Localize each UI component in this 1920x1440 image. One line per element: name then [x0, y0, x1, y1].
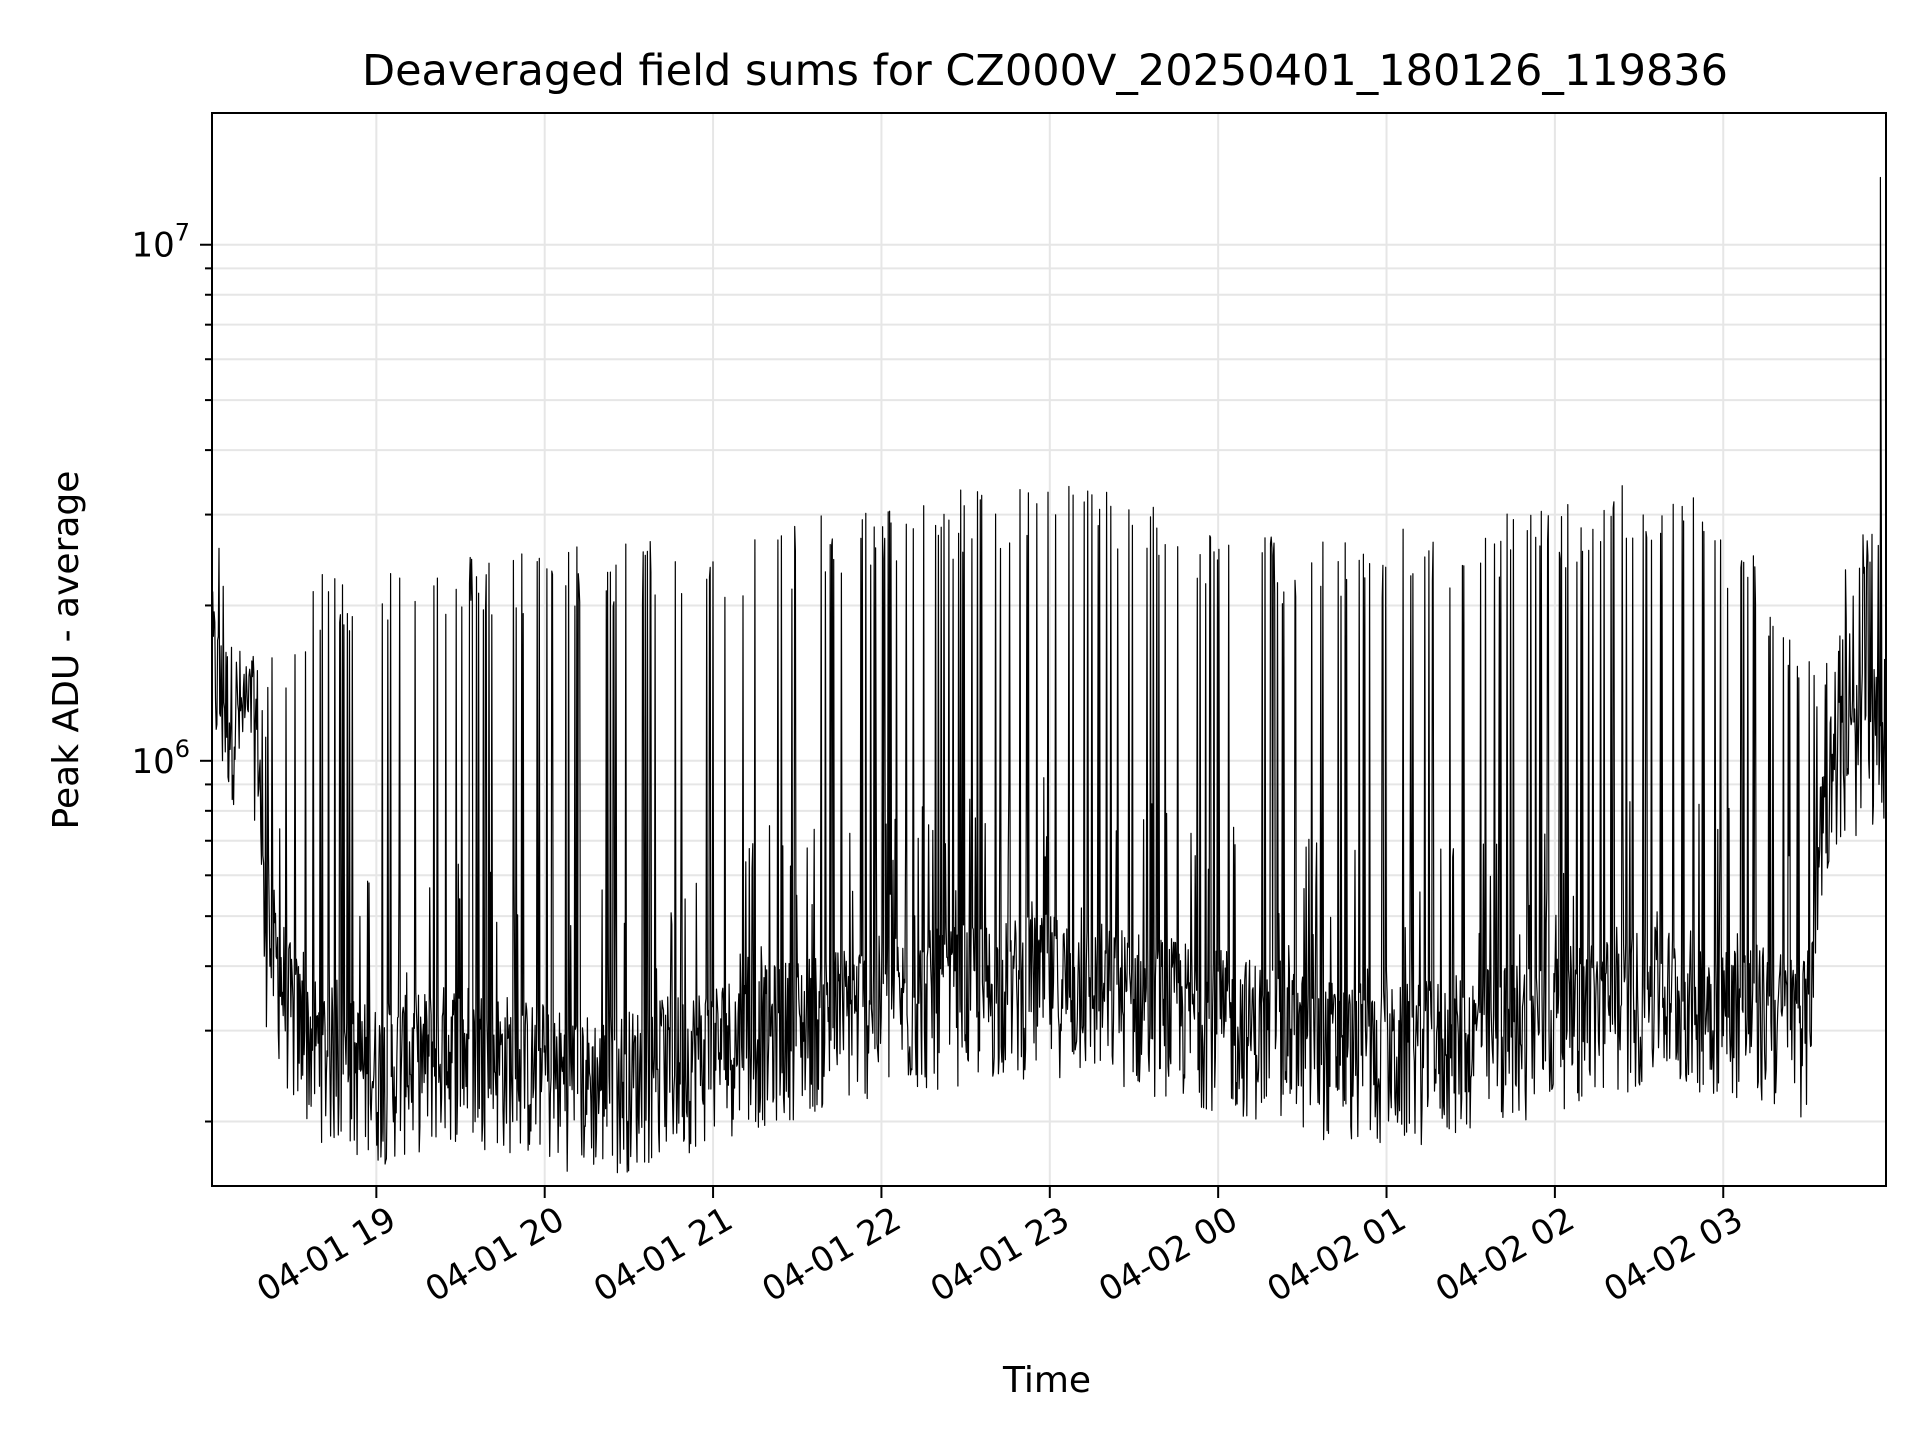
y-axis: 106 107 — [131, 219, 212, 1123]
series-path — [211, 176, 1887, 1174]
y-tick-label: 106 — [131, 735, 190, 782]
x-tick-label: 04-02 02 — [1429, 1199, 1581, 1310]
x-tick-label: 04-02 00 — [1092, 1199, 1244, 1310]
x-tick-label: 04-01 22 — [756, 1199, 908, 1310]
x-tick-label: 04-02 01 — [1261, 1199, 1413, 1310]
x-tick-label: 04-01 19 — [250, 1199, 402, 1310]
y-axis-label: Peak ADU - average — [46, 471, 87, 830]
x-tick-label: 04-01 21 — [587, 1199, 739, 1310]
x-axis: 04-01 19 04-01 20 04-01 21 04-01 22 04-01 23… — [250, 1186, 1750, 1310]
x-tick-label: 04-01 23 — [924, 1199, 1076, 1310]
series-line — [211, 176, 1887, 1174]
y-tick-label: 107 — [131, 219, 190, 266]
x-axis-label: Time — [1002, 1360, 1091, 1401]
chart-title: Deaveraged field sums for CZ000V_2025040… — [362, 46, 1728, 96]
x-tick-label: 04-02 03 — [1597, 1199, 1749, 1310]
x-tick-label: 04-01 20 — [419, 1199, 571, 1310]
